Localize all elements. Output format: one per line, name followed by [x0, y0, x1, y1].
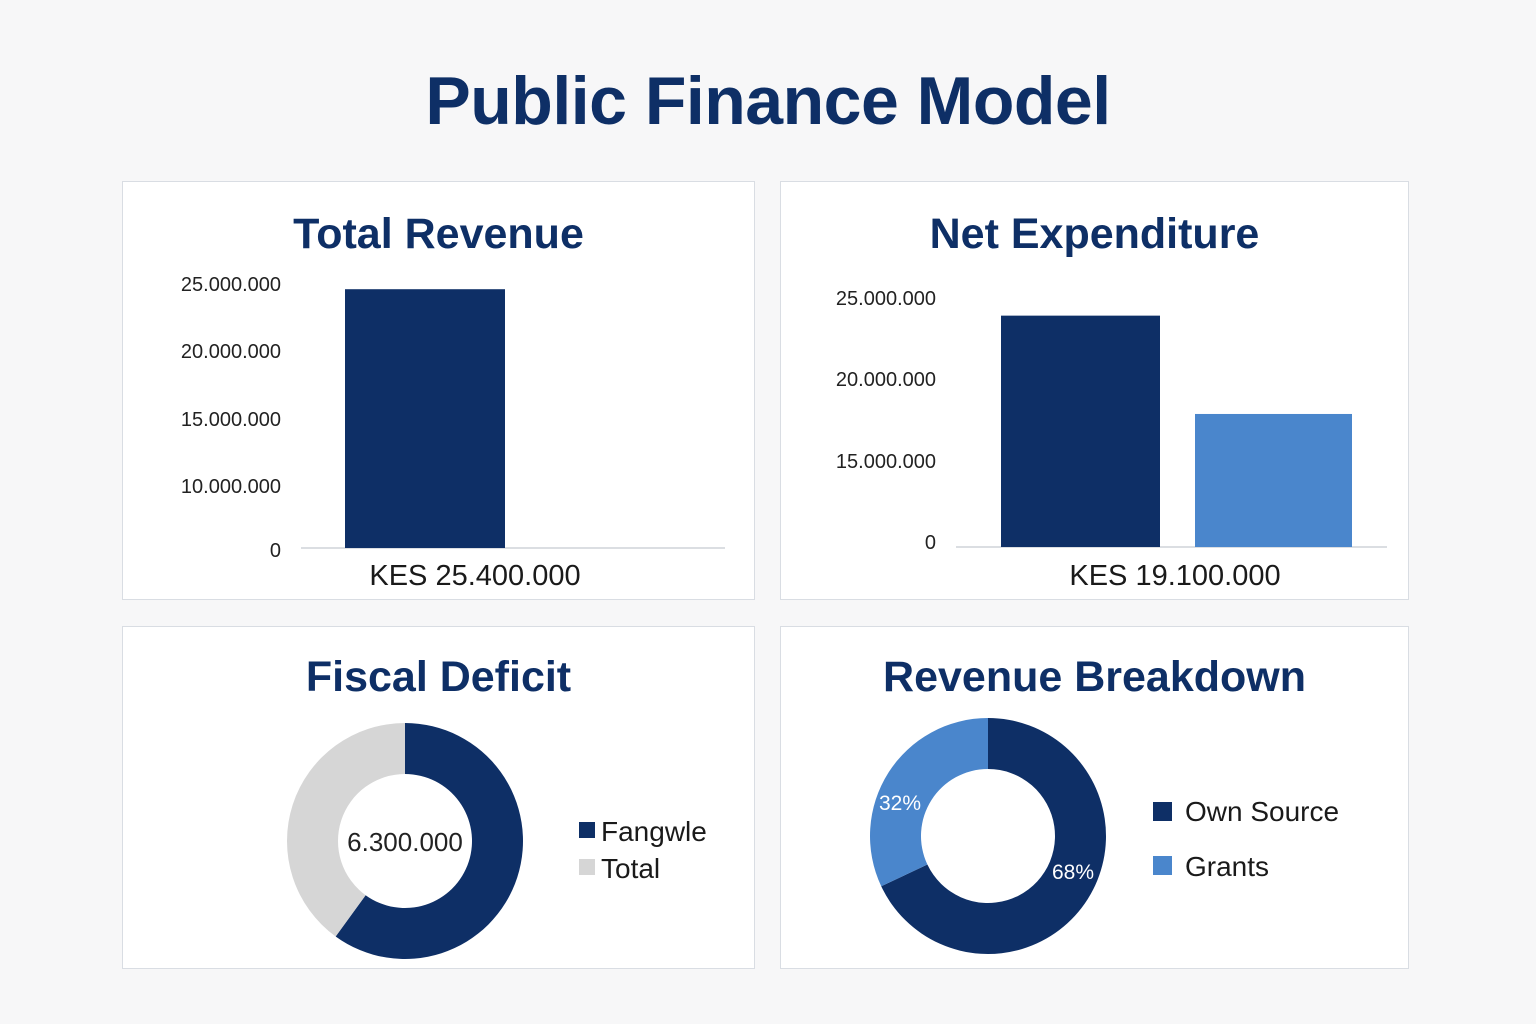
- net-expenditure-caption: KES 19.100.000: [1069, 560, 1280, 592]
- y-tick: 20.000.000: [836, 369, 936, 391]
- net-expenditure-chart: 25.000.000 20.000.000 15.000.000 0 KES 1…: [836, 288, 1387, 592]
- page-title: Public Finance Model: [425, 63, 1111, 139]
- total-revenue-panel: Total Revenue 25.000.000 20.000.000 15.0…: [122, 181, 755, 600]
- y-tick: 15.000.000: [181, 409, 281, 431]
- y-tick: 20.000.000: [181, 341, 281, 363]
- total-revenue-caption: KES 25.400.000: [369, 560, 580, 592]
- net-expenditure-title: Net Expenditure: [929, 210, 1260, 258]
- y-tick: 0: [270, 540, 281, 562]
- bar-expenditure-1: [1001, 315, 1160, 547]
- y-tick: 25.000.000: [836, 288, 936, 310]
- legend-label-fangwle: Fangwle: [601, 816, 707, 847]
- bar-total-revenue: [345, 289, 505, 548]
- legend-swatch-total: [579, 859, 595, 875]
- fiscal-deficit-chart: 6.300.000 Fangwle Total: [286, 723, 707, 959]
- bar-expenditure-2: [1195, 413, 1352, 547]
- y-tick: 15.000.000: [836, 451, 936, 473]
- y-tick: 10.000.000: [181, 476, 281, 498]
- donut-slice-grants: [870, 718, 988, 887]
- revenue-breakdown-chart: 68% 32% Own Source Grants: [870, 718, 1339, 954]
- fiscal-deficit-donut: [286, 723, 523, 959]
- legend-label-own-source: Own Source: [1185, 796, 1339, 827]
- donut-slice-total: [286, 723, 405, 937]
- total-revenue-title: Total Revenue: [293, 210, 584, 258]
- total-revenue-chart: 25.000.000 20.000.000 15.000.000 10.000.…: [181, 274, 725, 592]
- revenue-breakdown-title: Revenue Breakdown: [883, 653, 1306, 701]
- revenue-breakdown-donut: [870, 718, 1106, 954]
- legend-swatch-grants: [1153, 856, 1172, 875]
- donut-slice-own-source: [881, 718, 1106, 954]
- donut-slice-fangwle: [335, 723, 523, 959]
- y-tick: 0: [925, 532, 936, 554]
- fiscal-deficit-center-value: 6.300.000: [347, 827, 463, 857]
- revenue-breakdown-panel: Revenue Breakdown 68% 32% Own Source Gra…: [780, 626, 1409, 969]
- net-expenditure-panel: Net Expenditure 25.000.000 20.000.000 15…: [780, 181, 1409, 600]
- legend-label-grants: Grants: [1185, 851, 1269, 882]
- y-tick: 25.000.000: [181, 274, 281, 296]
- legend-swatch-own-source: [1153, 802, 1172, 821]
- pct-label-own-source: 68%: [1052, 861, 1094, 884]
- fiscal-deficit-panel: Fiscal Deficit 6.300.000 Fangwle Total: [122, 626, 755, 969]
- fiscal-deficit-title: Fiscal Deficit: [305, 653, 572, 701]
- legend-swatch-fangwle: [579, 822, 595, 838]
- pct-label-grants: 32%: [879, 792, 921, 815]
- legend-label-total: Total: [601, 853, 660, 884]
